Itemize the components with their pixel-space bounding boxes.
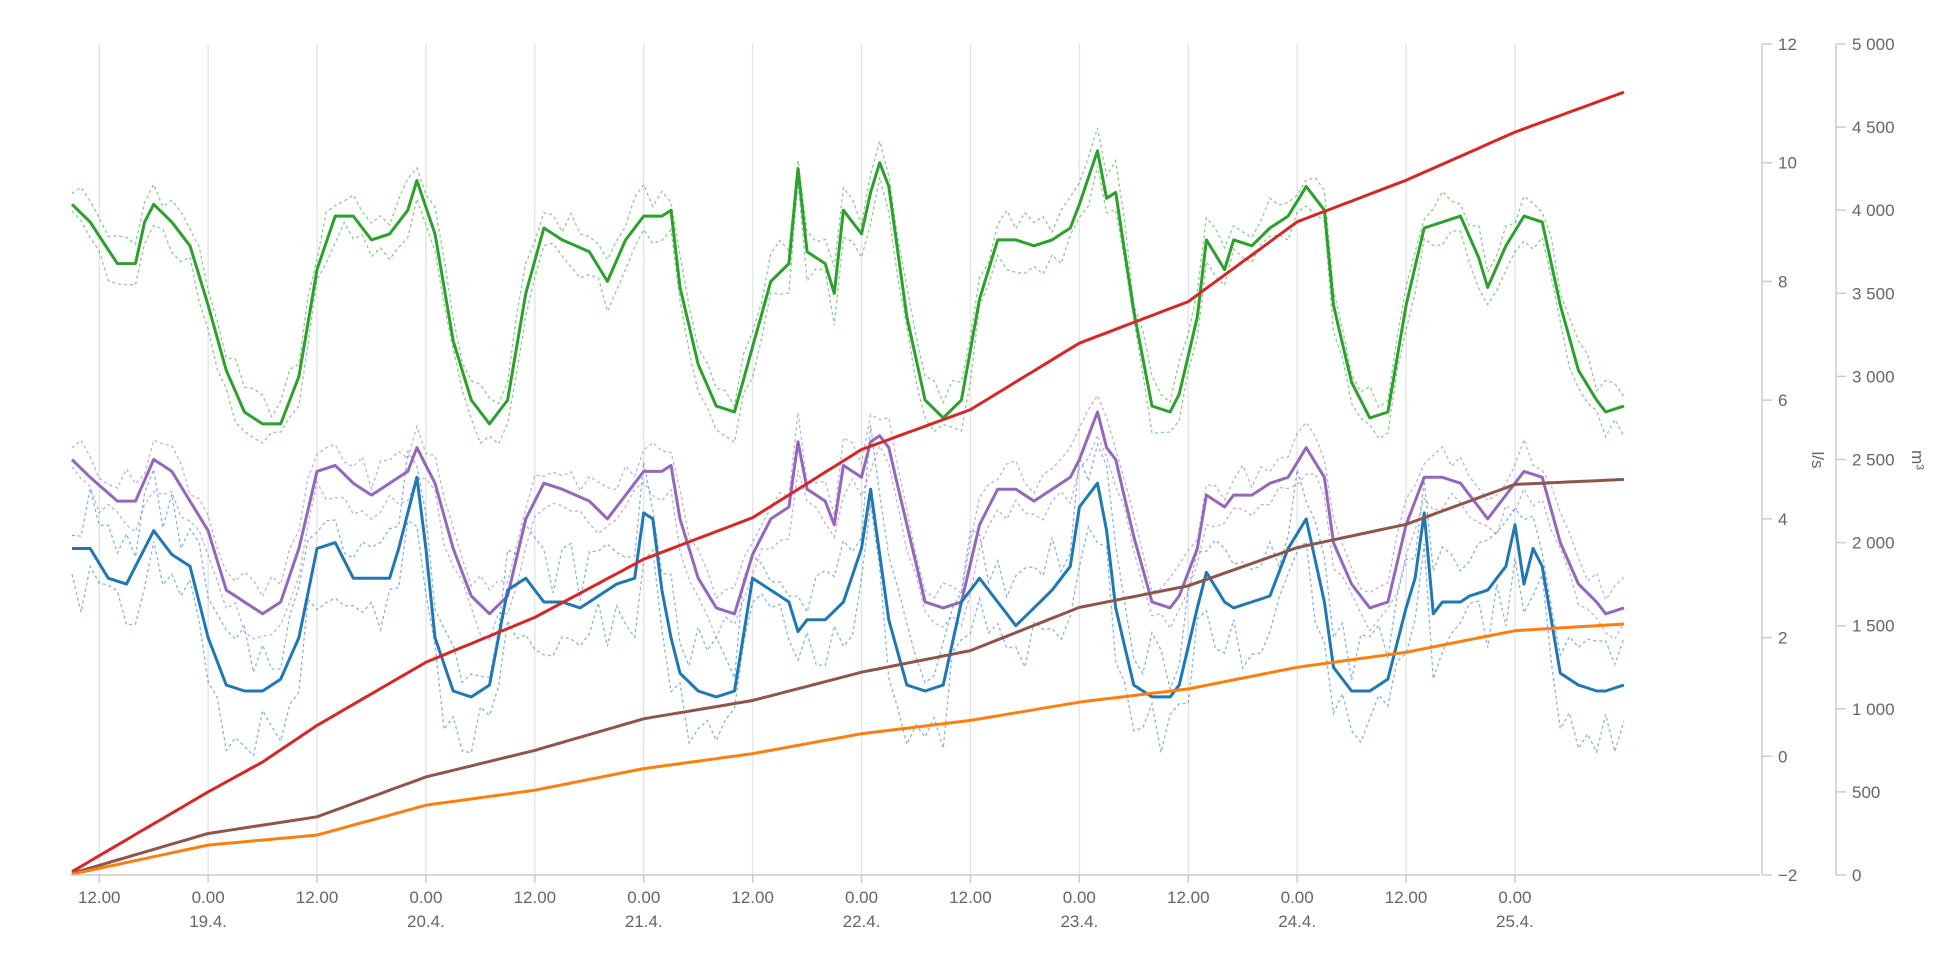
- series-lines: [70, 90, 1625, 876]
- x-date-label: 22.4.: [843, 912, 881, 931]
- flow-series-line: [70, 410, 1625, 616]
- x-tick-label: 12.00: [1167, 888, 1210, 907]
- x-tick-label: 0.00: [1281, 888, 1314, 907]
- series-max-band: [71, 425, 1625, 692]
- y-right-tick-label: 5 000: [1852, 35, 1895, 54]
- min-max-bands: [71, 127, 1625, 757]
- series-min-band: [71, 165, 1625, 446]
- y-left-tick-label: 2: [1778, 629, 1787, 648]
- x-date-label: 21.4.: [625, 912, 663, 931]
- y-right-tick-label: 500: [1852, 783, 1880, 802]
- x-tick-label: 12.00: [78, 888, 121, 907]
- y-axis-left-title: l/s: [1808, 452, 1827, 469]
- x-date-label: 23.4.: [1060, 912, 1098, 931]
- x-tick-label: 0.00: [409, 888, 442, 907]
- y-left-tick-label: 4: [1778, 510, 1787, 529]
- series-max-band: [71, 394, 1625, 602]
- grid: [98, 44, 1516, 875]
- x-tick-label: 12.00: [296, 888, 339, 907]
- y-right-tick-label: 2 500: [1852, 451, 1895, 470]
- y-right-tick-label: 1 000: [1852, 700, 1895, 719]
- volume-series-line: [71, 622, 1624, 876]
- x-date-label: 19.4.: [189, 912, 227, 931]
- volume-series-line: [71, 477, 1624, 875]
- x-tick-label: 0.00: [845, 888, 878, 907]
- flow-series-line: [72, 475, 1625, 699]
- series-min-band: [71, 433, 1625, 641]
- x-tick-label: 12.00: [949, 888, 992, 907]
- y-right-tick-label: 0: [1852, 866, 1861, 885]
- x-tick-label: 0.00: [192, 888, 225, 907]
- x-tick-label: 0.00: [1063, 888, 1096, 907]
- volume-series-line: [71, 90, 1625, 873]
- y-right-tick-label: 1 500: [1852, 617, 1895, 636]
- y-left-tick-label: 10: [1778, 154, 1797, 173]
- x-tick-label: 12.00: [514, 888, 557, 907]
- y-right-tick-label: 4 000: [1852, 201, 1895, 220]
- y-axis-right-title: m³: [1908, 450, 1927, 470]
- series-min-band: [71, 504, 1625, 757]
- y-left-tick-label: −2: [1778, 866, 1797, 885]
- y-left-tick-label: 12: [1778, 35, 1797, 54]
- series-max-band: [71, 127, 1625, 419]
- x-tick-label: 12.00: [1385, 888, 1428, 907]
- flow-series-line: [70, 149, 1625, 426]
- y-left-tick-label: 0: [1778, 747, 1787, 766]
- y-right-tick-label: 4 500: [1852, 118, 1895, 137]
- axes: 12.00 0.00 19.4. 12.00 0.00 20.4. 12.00 0.00 21.…: [70, 35, 1895, 931]
- x-tick-label: 0.00: [1498, 888, 1531, 907]
- x-date-label: 25.4.: [1496, 912, 1534, 931]
- x-date-label: 24.4.: [1278, 912, 1316, 931]
- y-right-tick-label: 3 000: [1852, 367, 1895, 386]
- y-left-tick-label: 6: [1778, 391, 1787, 410]
- y-right-tick-label: 3 500: [1852, 284, 1895, 303]
- x-date-label: 20.4.: [407, 912, 445, 931]
- x-tick-label: 12.00: [731, 888, 774, 907]
- y-right-tick-label: 2 000: [1852, 534, 1895, 553]
- x-tick-label: 0.00: [627, 888, 660, 907]
- y-left-tick-label: 8: [1778, 272, 1787, 291]
